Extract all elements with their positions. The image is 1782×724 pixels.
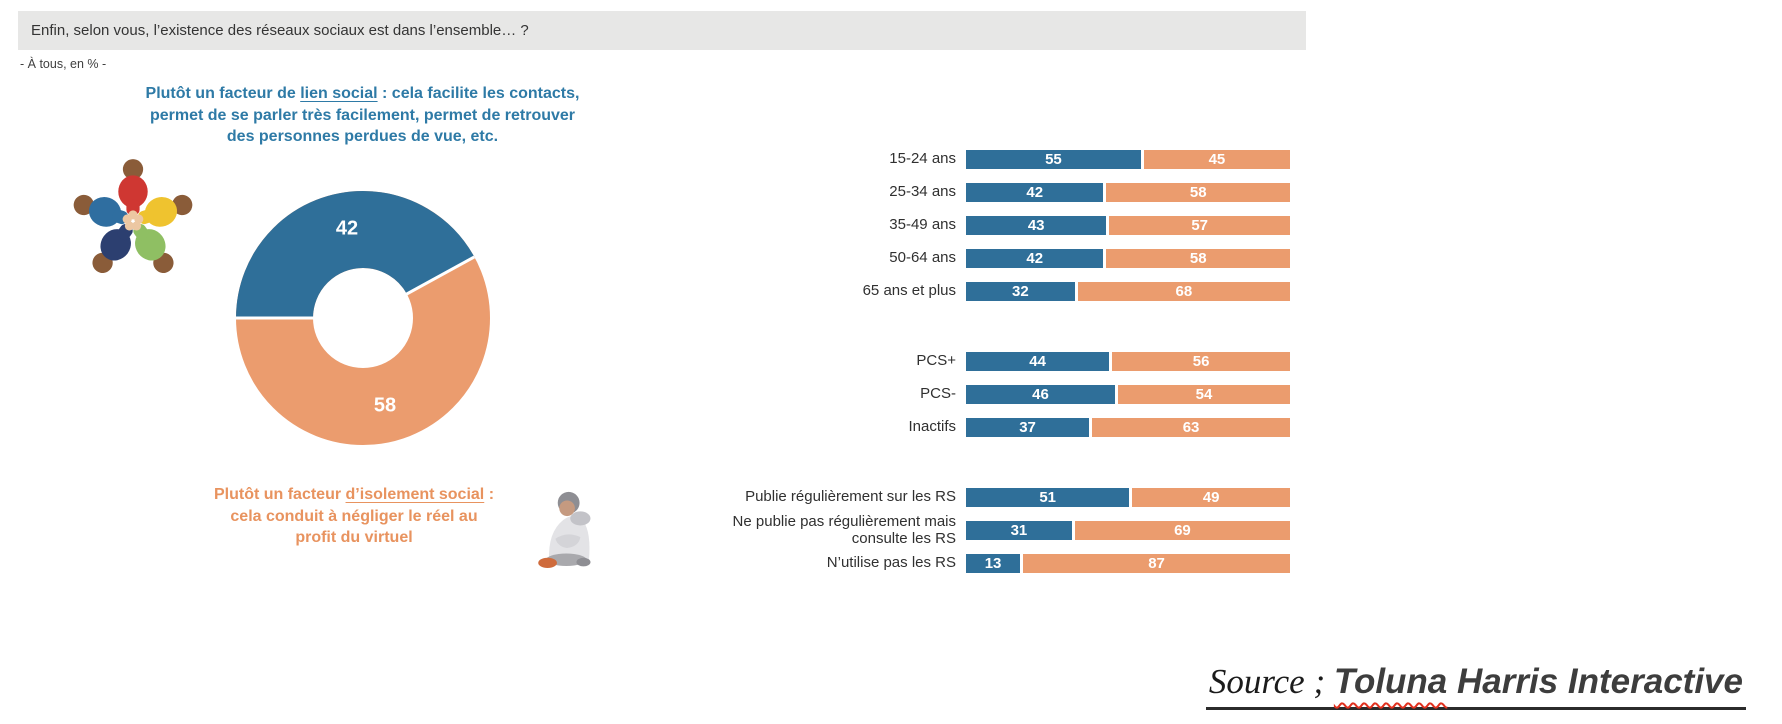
stacked-bar: 44 56 <box>966 352 1290 371</box>
bar-segment-blue: 32 <box>966 282 1075 301</box>
stacked-bar: 42 58 <box>966 249 1290 268</box>
bar-group-0: 15-24 ans 55 45 25-34 ans 42 58 35-49 ans 43 57 5… <box>700 143 1300 308</box>
donut-chart: 42 58 <box>233 188 493 448</box>
stacked-bar-chart: 15-24 ans 55 45 25-34 ans 42 58 35-49 ans 43 57 5… <box>700 143 1300 580</box>
bar-segment-blue: 55 <box>966 150 1141 169</box>
bar-segment-blue: 51 <box>966 488 1130 507</box>
bar-segment-orange: 69 <box>1074 521 1290 540</box>
bar-row-label: 50-64 ans <box>889 249 956 267</box>
bar-row-label: 35-49 ans <box>889 216 956 234</box>
legend-isolation-prefix: Plutôt un facteur <box>213 486 346 503</box>
audience-note: - À tous, en % - <box>20 57 107 71</box>
bar-segment-orange: 58 <box>1106 183 1290 202</box>
question-text: Enfin, selon vous, l’existence des résea… <box>31 22 529 39</box>
bar-row-label: 25-34 ans <box>889 183 956 201</box>
bar-row-label: Ne publie pas régulièrement mais consult… <box>732 512 956 547</box>
bar-row: Inactifs 37 63 <box>700 411 1300 444</box>
legend-isolation: Plutôt un facteur d’isolement social : c… <box>208 484 500 549</box>
bar-segment-blue: 31 <box>966 521 1072 540</box>
bar-row: 15-24 ans 55 45 <box>700 143 1300 176</box>
bar-segment-orange: 87 <box>1023 554 1290 573</box>
bar-row: PCS- 46 54 <box>700 378 1300 411</box>
bar-segment-blue: 44 <box>966 352 1110 371</box>
bar-segment-blue: 42 <box>966 183 1104 202</box>
stacked-bar: 31 69 <box>966 521 1290 540</box>
legend-social-link-highlight: lien social <box>300 85 378 102</box>
stacked-bar: 46 54 <box>966 385 1290 404</box>
bar-row-label: Publie régulièrement sur les RS <box>745 488 956 506</box>
source-brand: Toluna Harris Interactive <box>1334 662 1743 701</box>
source-line: Source ; Toluna Harris Interactive <box>1205 662 1746 710</box>
bar-segment-blue: 42 <box>966 249 1104 268</box>
source-brand-rest: Harris Interactive <box>1447 662 1743 701</box>
bar-segment-blue: 46 <box>966 385 1115 404</box>
source-prefix: Source ; <box>1208 662 1334 701</box>
stacked-bar: 51 49 <box>966 488 1290 507</box>
bar-row: Ne publie pas régulièrement mais consult… <box>700 512 1300 547</box>
bar-segment-orange: 63 <box>1092 418 1290 437</box>
bar-row: 25-34 ans 42 58 <box>700 176 1300 209</box>
donut-value-social-link: 42 <box>335 217 359 240</box>
bar-segment-orange: 54 <box>1118 385 1290 404</box>
bar-row: N’utilise pas les RS 13 87 <box>700 547 1300 580</box>
legend-social-link-prefix: Plutôt un facteur de <box>145 85 301 102</box>
bar-row: 50-64 ans 42 58 <box>700 242 1300 275</box>
bar-segment-orange: 68 <box>1077 282 1290 301</box>
bar-segment-orange: 56 <box>1112 352 1290 371</box>
question-banner: Enfin, selon vous, l’existence des résea… <box>18 11 1306 50</box>
stacked-bar: 43 57 <box>966 216 1290 235</box>
legend-social-link-suffix: : cela facilite les contacts, permet de … <box>149 85 580 146</box>
bar-segment-orange: 45 <box>1143 150 1290 169</box>
stacked-bar: 37 63 <box>966 418 1290 437</box>
stacked-bar: 13 87 <box>966 554 1290 573</box>
bar-row: PCS+ 44 56 <box>700 345 1300 378</box>
people-circle-icon <box>73 159 193 273</box>
bar-segment-blue: 37 <box>966 418 1090 437</box>
source-brand-first-word: Toluna <box>1333 662 1448 701</box>
donut-chart-svg <box>235 191 490 445</box>
bar-row-label: PCS- <box>920 385 956 403</box>
sad-person-icon <box>538 491 591 568</box>
legend-isolation-highlight: d’isolement social <box>345 486 485 503</box>
bar-segment-orange: 57 <box>1109 216 1290 235</box>
stacked-bar: 55 45 <box>966 150 1290 169</box>
legend-social-link: Plutôt un facteur de lien social : cela … <box>135 83 590 148</box>
bar-row: 35-49 ans 43 57 <box>700 209 1300 242</box>
bar-segment-orange: 58 <box>1106 249 1290 268</box>
bar-row-label: 65 ans et plus <box>862 282 956 300</box>
bar-segment-blue: 43 <box>966 216 1107 235</box>
stacked-bar: 42 58 <box>966 183 1290 202</box>
legend-isolation-suffix: : cela conduit à négliger le réel au pro… <box>230 486 495 547</box>
bar-row: 65 ans et plus 32 68 <box>700 275 1300 308</box>
bar-group-1: PCS+ 44 56 PCS- 46 54 Inactifs 37 63 <box>700 345 1300 444</box>
donut-value-isolation: 58 <box>373 394 397 417</box>
bar-row-label: PCS+ <box>916 352 956 370</box>
bar-row: Publie régulièrement sur les RS 51 49 <box>700 481 1300 514</box>
bar-segment-orange: 49 <box>1132 488 1290 507</box>
bar-segment-blue: 13 <box>966 554 1021 573</box>
bar-group-2: Publie régulièrement sur les RS 51 49 Ne pu… <box>700 481 1300 580</box>
bar-row-label: N’utilise pas les RS <box>826 554 956 572</box>
stacked-bar: 32 68 <box>966 282 1290 301</box>
bar-row-label: 15-24 ans <box>889 150 956 168</box>
bar-row-label: Inactifs <box>908 418 956 436</box>
